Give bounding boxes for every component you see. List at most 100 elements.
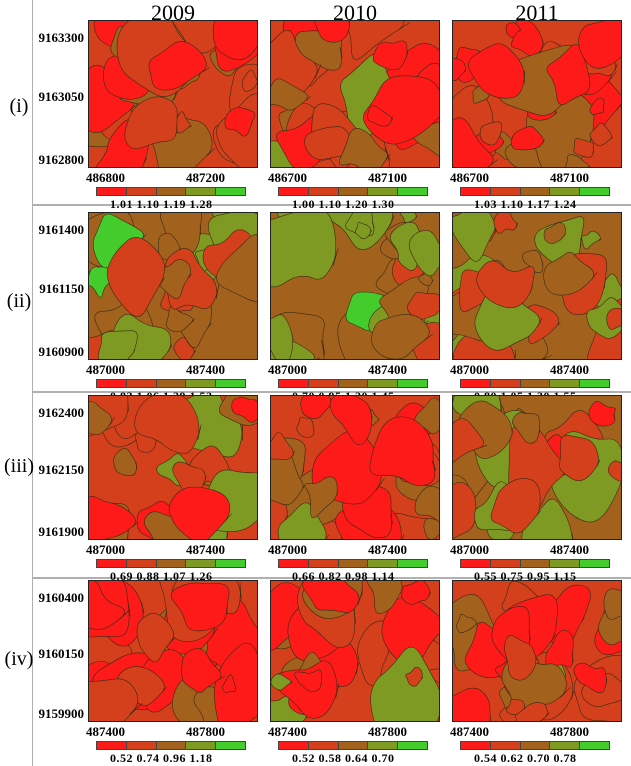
color-legend-bar	[96, 187, 246, 196]
y-tick-label: 9161900	[38, 524, 85, 539]
contour-region	[181, 648, 226, 693]
contour-region	[222, 674, 236, 693]
contour-region	[277, 502, 329, 539]
legend-values: 1.01 1.10 1.19 1.28	[110, 197, 213, 211]
contour-region	[543, 251, 598, 296]
contour-region	[302, 581, 362, 613]
legend-swatch	[549, 560, 580, 567]
contour-region	[545, 629, 574, 673]
contour-region	[296, 416, 315, 438]
contour-region	[338, 127, 391, 167]
legend-swatch	[579, 560, 609, 567]
contour-region	[468, 43, 526, 99]
legend-swatch	[307, 380, 338, 387]
contour-map-2010	[270, 580, 440, 722]
legend-swatch	[97, 560, 126, 567]
contour-region	[506, 698, 526, 715]
legend-swatch	[97, 742, 126, 749]
legend-swatch	[367, 742, 398, 749]
legend-swatch	[125, 380, 156, 387]
legend-swatch	[489, 742, 520, 749]
contour-region	[168, 486, 232, 539]
legend-swatch	[279, 560, 308, 567]
legend-swatch	[549, 742, 580, 749]
contour-region	[578, 21, 621, 69]
contour-region	[453, 482, 477, 539]
x-tick-label: 487800	[186, 724, 225, 739]
contour-region	[313, 21, 350, 43]
legend-swatch	[155, 380, 186, 387]
contour-region	[106, 237, 165, 317]
contour-region	[399, 213, 418, 223]
legend-swatch	[185, 560, 216, 567]
legend-swatch	[397, 560, 427, 567]
contour-plot	[271, 213, 439, 359]
contour-region	[89, 678, 143, 721]
y-tick-label: 9162400	[38, 405, 85, 420]
contour-region	[543, 222, 566, 244]
legend-swatch	[215, 380, 245, 387]
legend-swatch	[579, 742, 609, 749]
contour-plot	[453, 213, 621, 359]
contour-region	[589, 97, 605, 115]
x-tick-label: 487400	[368, 362, 407, 377]
color-legend-bar	[460, 187, 610, 196]
y-tick-label: 9160900	[38, 344, 85, 359]
legend-swatch	[337, 560, 368, 567]
contour-region	[124, 96, 178, 149]
contour-plot	[271, 21, 439, 167]
contour-region	[423, 517, 439, 539]
contour-region	[212, 21, 257, 61]
contour-region	[504, 635, 537, 681]
y-tick-label: 9162800	[38, 152, 85, 167]
legend-values: 0.54 0.62 0.70 0.78	[474, 751, 577, 765]
contour-region	[493, 213, 518, 234]
contour-region	[343, 21, 410, 60]
contour-map-2009	[88, 212, 258, 360]
legend-swatch	[579, 380, 609, 387]
contour-region	[559, 434, 601, 482]
legend-swatch	[337, 742, 368, 749]
y-tick-label: 9160400	[38, 590, 85, 605]
legend-swatch	[367, 380, 398, 387]
row-label: (ii)	[6, 290, 32, 312]
contour-region	[216, 234, 257, 302]
x-tick-label: 487400	[550, 362, 589, 377]
legend-swatch	[461, 742, 490, 749]
legend-swatch	[155, 560, 186, 567]
legend-swatch	[367, 188, 398, 195]
contour-map-2011	[452, 212, 622, 360]
contour-region	[607, 460, 621, 482]
legend-swatch	[489, 560, 520, 567]
legend-swatch	[215, 188, 245, 195]
contour-region	[271, 432, 295, 460]
contour-region	[231, 397, 257, 423]
y-tick-label: 9163300	[38, 30, 85, 45]
legend-values: 0.69 0.88 1.07 1.26	[110, 569, 213, 583]
contour-region	[367, 581, 404, 614]
contour-region	[363, 75, 439, 145]
color-legend-bar	[460, 559, 610, 568]
panel-separator-vertical	[32, 0, 33, 766]
legend-swatch	[337, 380, 368, 387]
contour-plot	[453, 396, 621, 539]
contour-region	[589, 122, 613, 146]
legend-swatch	[307, 560, 338, 567]
x-tick-label: 487400	[186, 362, 225, 377]
y-tick-label: 9163050	[38, 88, 85, 104]
legend-swatch	[185, 742, 216, 749]
contour-region	[573, 138, 594, 158]
color-legend-bar	[278, 559, 428, 568]
color-legend-bar	[96, 741, 246, 750]
contour-region	[453, 418, 488, 463]
contour-plot	[453, 581, 621, 721]
contour-region	[170, 582, 230, 632]
x-tick-label: 486700	[268, 170, 307, 185]
x-tick-label: 487000	[86, 362, 125, 377]
legend-swatch	[397, 188, 427, 195]
contour-region	[241, 69, 257, 92]
contour-region	[453, 687, 491, 721]
contour-region	[329, 396, 373, 446]
legend-swatch	[489, 188, 520, 195]
contour-region	[367, 105, 393, 127]
